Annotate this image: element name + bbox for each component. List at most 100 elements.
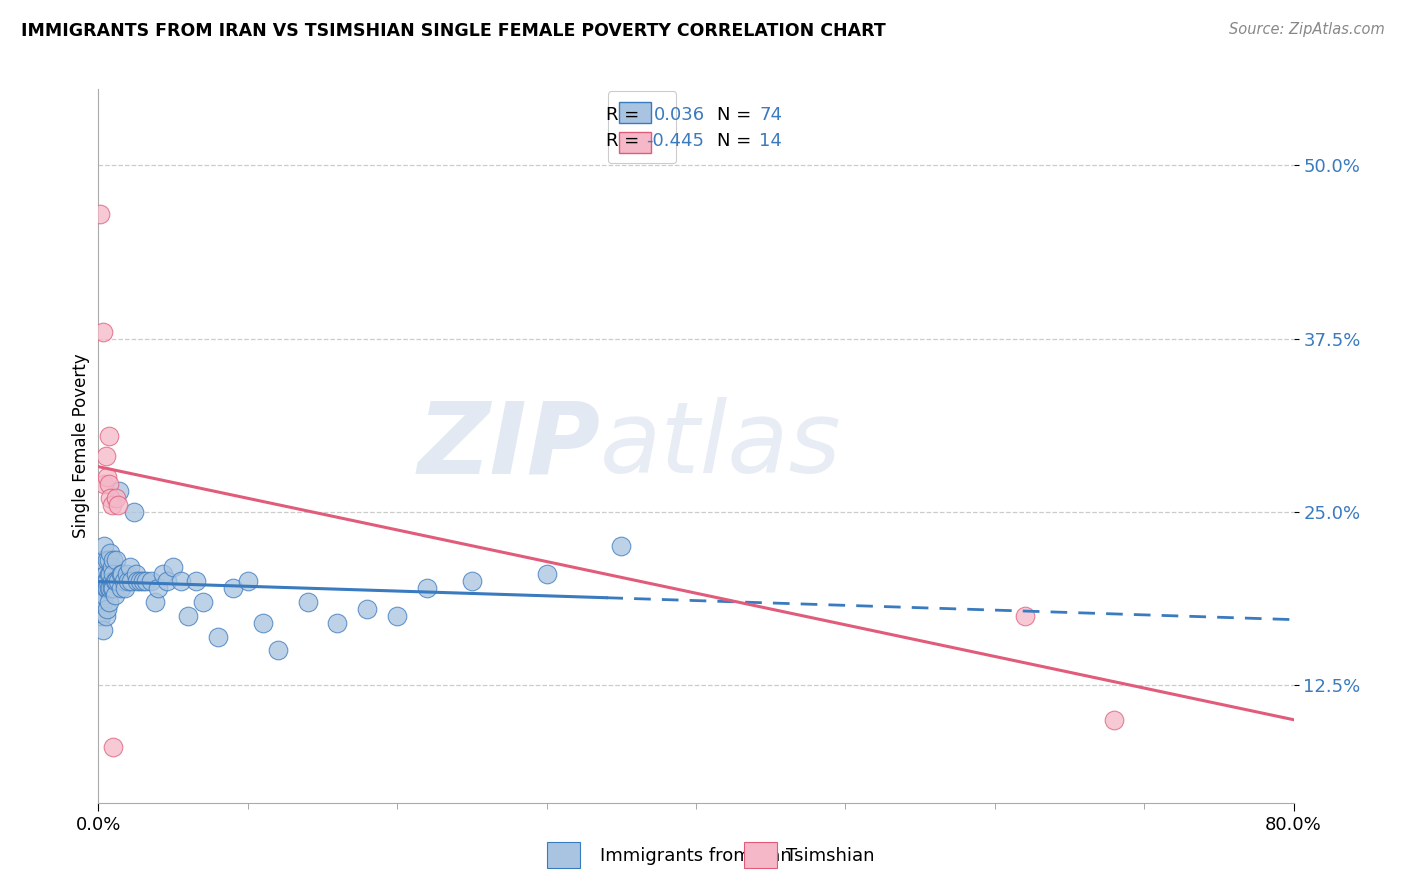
- Point: [125, 567, 148, 582]
- Point: [94, 608, 117, 623]
- Legend: , : ,: [607, 91, 676, 163]
- Point: [93, 574, 115, 588]
- Point: [105, 574, 128, 588]
- Point: [118, 560, 141, 574]
- Text: R =: R =: [606, 132, 645, 150]
- Point: [135, 574, 157, 588]
- Point: [101, 560, 124, 574]
- Point: [104, 588, 127, 602]
- Point: [103, 553, 125, 567]
- FancyBboxPatch shape: [744, 842, 778, 868]
- Text: 74: 74: [759, 106, 782, 124]
- Text: Tsimshian: Tsimshian: [786, 847, 875, 865]
- Text: 14: 14: [759, 132, 782, 150]
- Point: [104, 574, 127, 588]
- Point: [169, 574, 191, 588]
- Point: [110, 581, 132, 595]
- Point: [94, 567, 117, 582]
- Point: [90, 608, 112, 623]
- Point: [93, 540, 115, 554]
- Point: [416, 581, 439, 595]
- Point: [96, 574, 118, 588]
- Point: [127, 574, 149, 588]
- Point: [91, 553, 114, 567]
- Text: IMMIGRANTS FROM IRAN VS TSIMSHIAN SINGLE FEMALE POVERTY CORRELATION CHART: IMMIGRANTS FROM IRAN VS TSIMSHIAN SINGLE…: [21, 22, 886, 40]
- Point: [385, 608, 409, 623]
- Point: [610, 540, 633, 554]
- Point: [97, 595, 120, 609]
- Point: [89, 207, 111, 221]
- Point: [96, 602, 118, 616]
- Point: [222, 581, 245, 595]
- Point: [120, 574, 142, 588]
- Point: [236, 574, 259, 588]
- Point: [139, 574, 162, 588]
- Point: [97, 581, 120, 595]
- Point: [112, 574, 135, 588]
- Point: [536, 567, 558, 582]
- Point: [1104, 713, 1126, 727]
- Point: [124, 505, 146, 519]
- Point: [356, 602, 378, 616]
- Point: [97, 428, 120, 442]
- Text: -0.445: -0.445: [645, 132, 704, 150]
- Point: [297, 595, 319, 609]
- Point: [91, 623, 114, 637]
- Point: [98, 491, 122, 505]
- Point: [97, 477, 120, 491]
- Point: [107, 574, 129, 588]
- Text: R =: R =: [606, 106, 645, 124]
- Point: [111, 567, 134, 582]
- Point: [103, 740, 125, 755]
- Point: [105, 553, 128, 567]
- Point: [96, 581, 118, 595]
- Point: [461, 574, 484, 588]
- Text: N =: N =: [717, 106, 758, 124]
- Text: Immigrants from Iran: Immigrants from Iran: [600, 847, 792, 865]
- Text: atlas: atlas: [600, 398, 842, 494]
- Point: [97, 553, 120, 567]
- Point: [184, 574, 207, 588]
- Point: [177, 608, 200, 623]
- Point: [101, 498, 124, 512]
- Point: [98, 581, 122, 595]
- Point: [1014, 608, 1036, 623]
- Text: ZIP: ZIP: [418, 398, 600, 494]
- Point: [91, 325, 114, 339]
- Point: [96, 470, 118, 484]
- Point: [94, 581, 117, 595]
- Point: [105, 491, 128, 505]
- Point: [98, 546, 122, 560]
- Text: N =: N =: [717, 132, 758, 150]
- Point: [132, 574, 155, 588]
- Point: [267, 643, 290, 657]
- Point: [114, 581, 136, 595]
- Point: [98, 567, 122, 582]
- Point: [162, 560, 184, 574]
- Point: [129, 574, 152, 588]
- FancyBboxPatch shape: [547, 842, 581, 868]
- Point: [93, 477, 115, 491]
- Point: [252, 615, 274, 630]
- Point: [115, 567, 138, 582]
- Point: [89, 581, 111, 595]
- Point: [103, 567, 125, 582]
- Point: [90, 574, 112, 588]
- Point: [93, 588, 115, 602]
- Text: 0.036: 0.036: [654, 106, 706, 124]
- Point: [101, 581, 124, 595]
- Y-axis label: Single Female Poverty: Single Female Poverty: [72, 354, 90, 538]
- Point: [117, 574, 139, 588]
- Point: [326, 615, 349, 630]
- Point: [191, 595, 214, 609]
- Point: [107, 498, 129, 512]
- Point: [207, 630, 229, 644]
- Point: [143, 595, 166, 609]
- Point: [103, 581, 125, 595]
- Text: Source: ZipAtlas.com: Source: ZipAtlas.com: [1229, 22, 1385, 37]
- Point: [94, 574, 117, 588]
- Point: [97, 567, 120, 582]
- Point: [101, 574, 124, 588]
- Point: [96, 553, 118, 567]
- Point: [110, 567, 132, 582]
